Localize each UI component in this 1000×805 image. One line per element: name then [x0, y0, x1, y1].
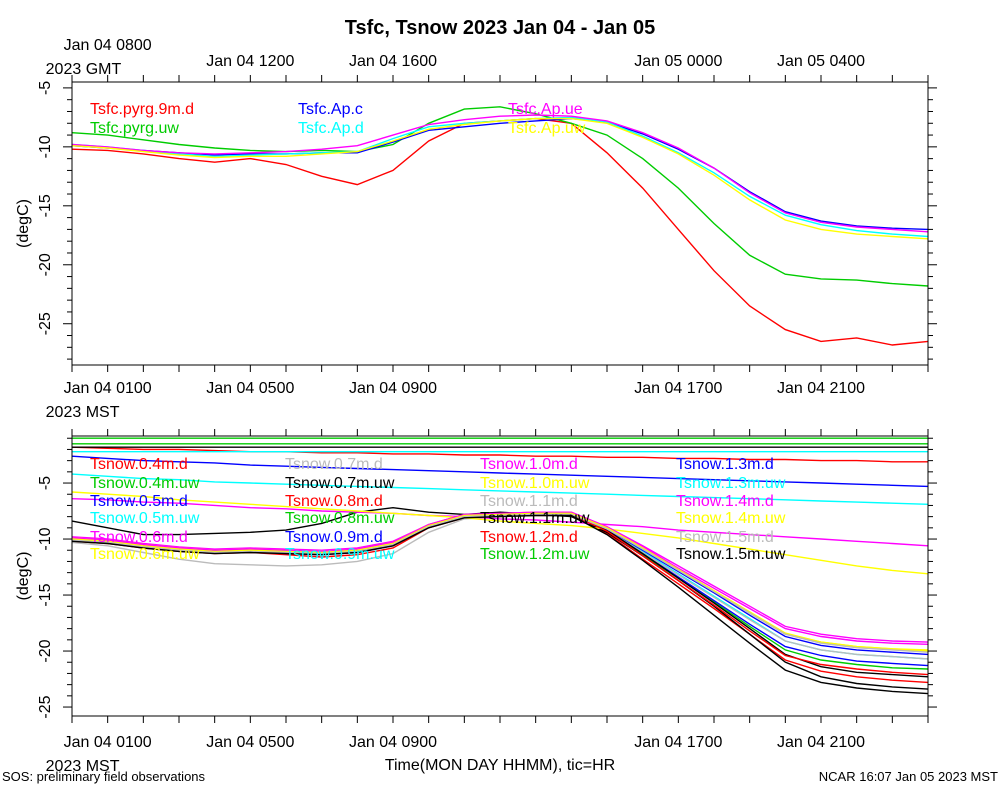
- series-line-tsnow-1-5m-uw: [71, 514, 929, 695]
- series-line-tsnow-0-9m-d: [71, 455, 929, 488]
- legend-entry-tsnow-0-5m-d: Tsnow.0.5m.d: [90, 493, 188, 510]
- gmt-year-label: 2023 GMT: [46, 61, 122, 78]
- panel-bottom: -5 -10 -15 -20 -25 Tsnow.0.4m.d Tsnow.0.4m.uw…: [15, 429, 937, 723]
- series-line-tsnow-0-8m-d: [71, 446, 928, 463]
- y-tick-label: -5: [37, 476, 54, 490]
- x-axis-label: Time(MON DAY HHMM), tic=HR: [385, 757, 615, 774]
- top-ylabel: (degC): [15, 199, 32, 248]
- mst-tick-label: Jan 04 0500: [206, 380, 294, 397]
- legend-entry-tsnow-1-4m-d: Tsnow.1.4m.d: [676, 493, 774, 510]
- legend-entry-tsfc-ap-c: Tsfc.Ap.c: [298, 101, 363, 118]
- mst-tick-label: Jan 04 1700: [634, 734, 722, 751]
- series-line-tsfc-pyrg-uw: [71, 106, 929, 287]
- legend-entry-tsnow-1-3m-d: Tsnow.1.3m.d: [676, 456, 774, 473]
- legend-entry-tsnow-0-8m-d: Tsnow.0.8m.d: [285, 493, 383, 510]
- y-tick-label: -15: [37, 194, 54, 217]
- legend-entry-tsnow-1-2m-uw: Tsnow.1.2m.uw: [480, 546, 590, 563]
- legend-entry-tsnow-0-8m-uw: Tsnow.0.8m.uw: [285, 510, 395, 527]
- legend-entry-tsfc-ap-ue: Tsfc.Ap.ue: [508, 101, 583, 118]
- footer-left: SOS: preliminary field observations: [2, 769, 206, 784]
- mst-tick-label: Jan 04 0900: [349, 380, 437, 397]
- legend-entry-tsnow-0-6m-d: Tsnow.0.6m.d: [90, 529, 188, 546]
- legend-entry-tsnow-0-5m-uw: Tsnow.0.5m.uw: [90, 510, 200, 527]
- y-tick-label: -5: [37, 81, 54, 95]
- mst-axis-labels-bottom: Jan 04 0100 2023 MST Jan 04 0500 Jan 04 090…: [46, 734, 865, 775]
- legend-entry-tsnow-1-2m-d: Tsnow.1.2m.d: [480, 529, 578, 546]
- legend-entry-tsnow-1-0m-uw: Tsnow.1.0m.uw: [480, 475, 590, 492]
- gmt-tick-label: Jan 04 1200: [206, 53, 294, 70]
- y-tick-label: -15: [37, 583, 54, 606]
- series-line-tsnow-1-4m-d: [71, 511, 929, 643]
- top-legend: Tsfc.pyrg.9m.d Tsfc.pyrg.uw Tsfc.Ap.c Tsfc.…: [90, 101, 586, 137]
- mst-year-label: 2023 MST: [46, 404, 120, 421]
- gmt-tick-label: Jan 04 0800: [64, 37, 152, 54]
- legend-entry-tsfc-ap-uw: Tsfc.Ap.uw: [508, 120, 586, 137]
- top-ticks: -5 -10 -15 -20 -25: [37, 75, 937, 372]
- legend-entry-tsnow-1-0m-d: Tsnow.1.0m.d: [480, 456, 578, 473]
- bottom-legend: Tsnow.0.4m.dTsnow.0.4m.uwTsnow.0.5m.dTsn…: [90, 456, 786, 563]
- panel-top: -5 -10 -15 -20 -25 Tsfc.pyrg.9m.d Tsfc.pyrg.u…: [15, 75, 937, 372]
- legend-entry-tsfc-pyrg-uw: Tsfc.pyrg.uw: [90, 120, 179, 137]
- y-tick-label: -10: [37, 135, 54, 158]
- y-tick-label: -25: [37, 312, 54, 335]
- gmt-tick-label: Jan 05 0000: [634, 53, 722, 70]
- footer-right: NCAR 16:07 Jan 05 2023 MST: [819, 769, 998, 784]
- gmt-tick-label: Jan 05 0400: [777, 53, 865, 70]
- legend-entry-tsnow-0-6m-uw: Tsnow.0.6m.uw: [90, 546, 200, 563]
- mst-tick-label: Jan 04 1700: [634, 380, 722, 397]
- series-line-tsfc-ap-c: [71, 117, 929, 231]
- y-tick-label: -10: [37, 527, 54, 550]
- legend-entry-tsnow-0-4m-d: Tsnow.0.4m.d: [90, 456, 188, 473]
- series-line-tsnow-1-4m-uw: [71, 512, 929, 652]
- legend-entry-tsnow-1-3m-uw: Tsnow.1.3m.uw: [676, 475, 786, 492]
- series-line-tsnow-0-7m-uw: [71, 506, 929, 690]
- mst-tick-label: Jan 04 2100: [777, 734, 865, 751]
- mst-tick-label: Jan 04 2100: [777, 380, 865, 397]
- bottom-ylabel: (degC): [15, 552, 32, 601]
- y-tick-label: -25: [37, 695, 54, 718]
- legend-entry-tsnow-0-9m-uw: Tsnow.0.9m.uw: [285, 546, 395, 563]
- series-line-tsnow-1-0m-d: [71, 498, 929, 547]
- series-line-tsfc-ap-uw: [71, 117, 929, 240]
- top-series-group: [71, 106, 929, 346]
- legend-entry-tsnow-1-1m-d: Tsnow.1.1m.d: [480, 493, 578, 510]
- legend-entry-tsnow-1-5m-uw: Tsnow.1.5m.uw: [676, 546, 786, 563]
- legend-entry-tsfc-pyrg-9m-d: Tsfc.pyrg.9m.d: [90, 101, 194, 118]
- legend-entry-tsnow-0-7m-d: Tsnow.0.7m.d: [285, 456, 383, 473]
- series-line-tsnow-1-5m-d: [71, 513, 929, 653]
- mst-axis-labels-top: Jan 04 0100 2023 MST Jan 04 0500 Jan 04 090…: [46, 380, 865, 421]
- legend-entry-tsnow-1-4m-uw: Tsnow.1.4m.uw: [676, 510, 786, 527]
- mst-tick-label: Jan 04 0100: [64, 734, 152, 751]
- y-tick-label: -20: [37, 253, 54, 276]
- legend-entry-tsnow-0-7m-uw: Tsnow.0.7m.uw: [285, 475, 395, 492]
- mst-tick-label: Jan 04 0100: [64, 380, 152, 397]
- bottom-ticks: -5 -10 -15 -20 -25: [37, 429, 937, 723]
- series-line-tsfc-ap-ue: [71, 114, 929, 233]
- series-line-tsnow-0-9m-uw: [71, 473, 929, 505]
- mst-year-label: 2023 MST: [46, 758, 120, 775]
- legend-entry-tsnow-0-9m-d: Tsnow.0.9m.d: [285, 529, 383, 546]
- mst-tick-label: Jan 04 0500: [206, 734, 294, 751]
- gmt-tick-label: Jan 04 1600: [349, 53, 437, 70]
- legend-entry-tsnow-0-4m-uw: Tsnow.0.4m.uw: [90, 475, 200, 492]
- gmt-axis-labels: Jan 04 0800 2023 GMT Jan 04 1200 Jan 04 160…: [46, 37, 865, 78]
- mst-tick-label: Jan 04 0900: [349, 734, 437, 751]
- chart-title: Tsfc, Tsnow 2023 Jan 04 - Jan 05: [345, 17, 656, 39]
- y-tick-label: -20: [37, 639, 54, 662]
- legend-entry-tsnow-1-1m-uw: Tsnow.1.1m.uw: [480, 510, 590, 527]
- legend-entry-tsfc-ap-d: Tsfc.Ap.d: [298, 120, 364, 137]
- bottom-series-group: [71, 437, 929, 695]
- legend-entry-tsnow-1-5m-d: Tsnow.1.5m.d: [676, 529, 774, 546]
- series-line-tsnow-1-0m-uw: [71, 491, 929, 575]
